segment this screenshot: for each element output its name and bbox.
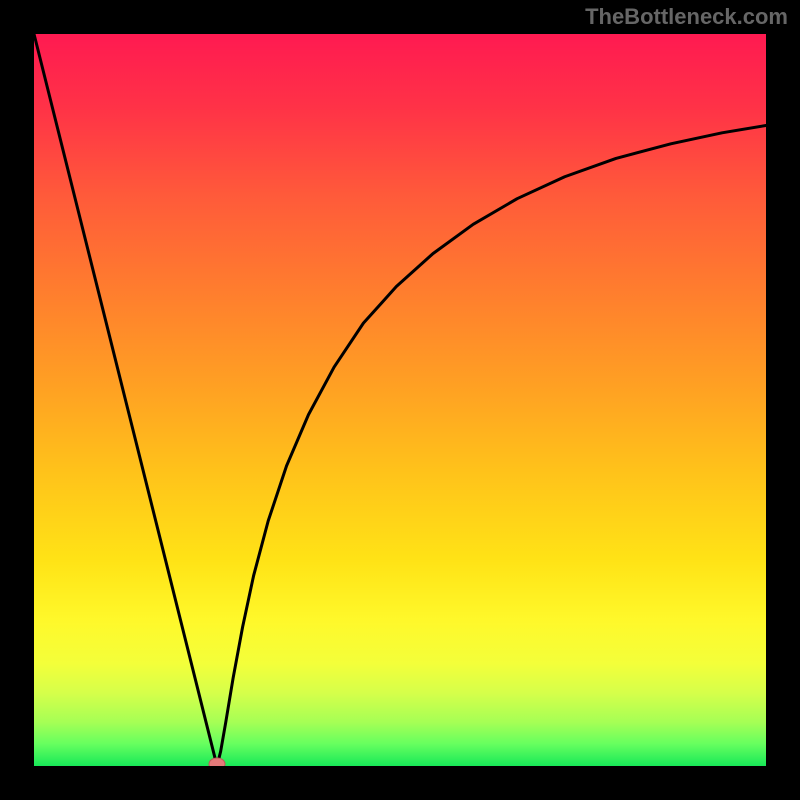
optimum-marker — [209, 758, 225, 766]
chart-container: TheBottleneck.com — [0, 0, 800, 800]
curve-layer — [34, 34, 766, 766]
watermark-text: TheBottleneck.com — [585, 4, 788, 30]
bottleneck-curve — [34, 34, 766, 766]
plot-area — [34, 34, 766, 766]
